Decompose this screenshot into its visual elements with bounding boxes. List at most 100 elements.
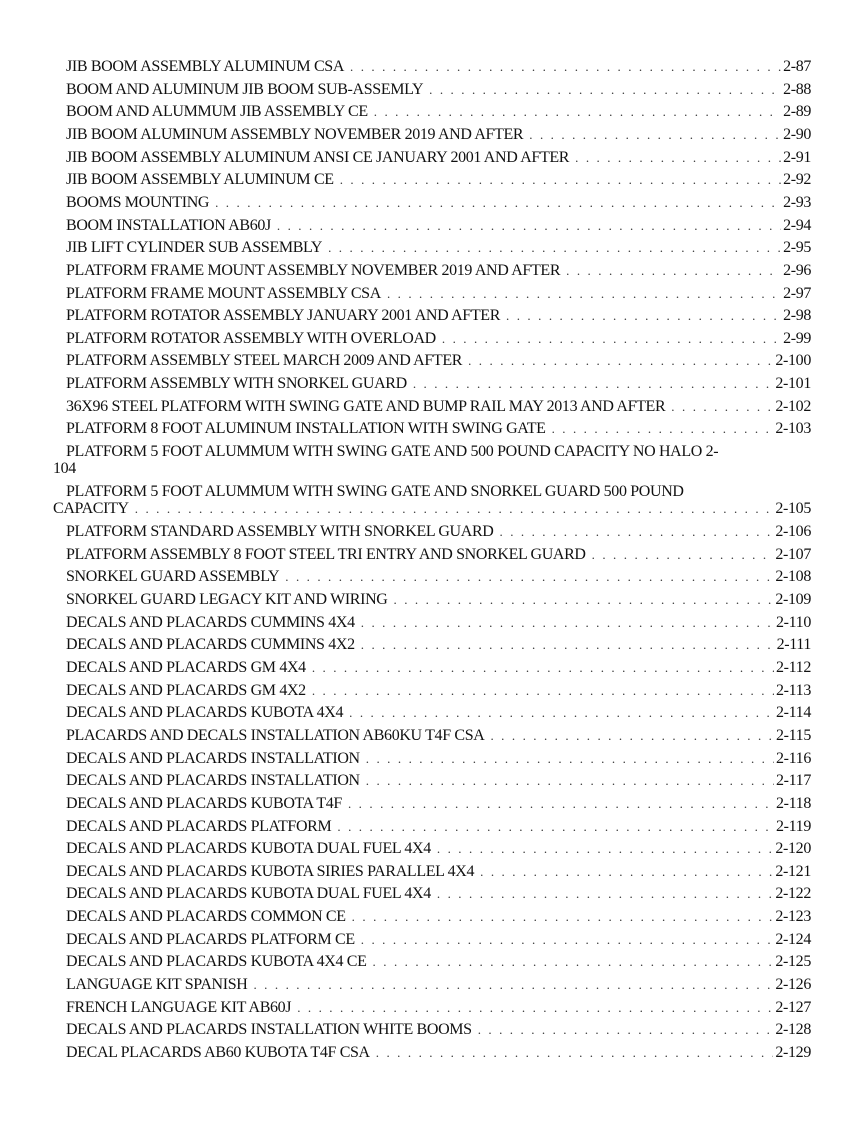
dot-leader: . . . . . . . . . . . . . . . . . . . . … — [499, 524, 774, 540]
page-number: 2-120 — [775, 840, 811, 858]
page-number: 2-101 — [775, 375, 811, 393]
toc-entry[interactable]: PLATFORM 5 FOOT ALUMMUM WITH SWING GATE … — [66, 482, 811, 502]
entry-title: DECALS AND PLACARDS INSTALLATION WHITE B… — [66, 1021, 472, 1039]
entry-title: PLACARDS AND DECALS INSTALLATION AB60KU … — [66, 726, 485, 744]
dot-leader: . . . . . . . . . . . . . . . . . . . . … — [349, 705, 774, 721]
toc-entry[interactable]: SNORKEL GUARD ASSEMBLY . . . . . . . . .… — [66, 567, 811, 587]
toc-entry[interactable]: JIB LIFT CYLINDER SUB ASSEMBLY . . . . .… — [66, 238, 811, 258]
entry-title: PLATFORM FRAME MOUNT ASSEMBLY NOVEMBER 2… — [66, 261, 561, 279]
dot-leader: . . . . . . . . . . . . . . . . . . . . … — [285, 569, 773, 585]
toc-entry[interactable]: LANGUAGE KIT SPANISH . . . . . . . . . .… — [66, 975, 811, 995]
page-number: 2-128 — [775, 1021, 811, 1039]
toc-entry[interactable]: DECALS AND PLACARDS KUBOTA DUAL FUEL 4X4… — [66, 884, 811, 904]
toc-entry-continuation[interactable]: CAPACITY . . . . . . . . . . . . . . . .… — [53, 499, 811, 519]
entry-title: SNORKEL GUARD LEGACY KIT AND WIRING — [66, 591, 388, 608]
page-number: 2-127 — [775, 998, 811, 1016]
entry-title: DECALS AND PLACARDS KUBOTA T4F — [66, 794, 342, 812]
toc-entry[interactable]: JIB BOOM ASSEMBLY ALUMINUM CSA . . . . .… — [66, 57, 811, 77]
toc-entry[interactable]: PLATFORM ASSEMBLY STEEL MARCH 2009 AND A… — [66, 351, 811, 371]
page-number-continuation: 104 — [53, 460, 76, 478]
dot-leader: . . . . . . . . . . . . . . . . . . . . … — [365, 773, 774, 789]
toc-entry[interactable]: FRENCH LANGUAGE KIT AB60J . . . . . . . … — [66, 998, 811, 1018]
page-number: 2-95 — [783, 239, 811, 257]
entry-title: 36X96 STEEL PLATFORM WITH SWING GATE AND… — [66, 397, 666, 415]
toc-entry[interactable]: DECALS AND PLACARDS INSTALLATION WHITE B… — [66, 1020, 811, 1040]
toc-entry[interactable]: DECALS AND PLACARDS KUBOTA T4F . . . . .… — [66, 794, 811, 814]
toc-entry[interactable]: BOOM INSTALLATION AB60J . . . . . . . . … — [66, 216, 811, 236]
dot-leader: . . . . . . . . . . . . . . . . . . . . … — [529, 126, 781, 142]
dot-leader: . . . . . . . . . . . . . . . . . . . . … — [468, 353, 774, 369]
entry-title: PLATFORM 8 FOOT ALUMINUM INSTALLATION WI… — [66, 420, 546, 438]
toc-entry[interactable]: BOOM AND ALUMINUM JIB BOOM SUB-ASSEMLY .… — [66, 80, 811, 100]
toc-entry[interactable]: PLATFORM ROTATOR ASSEMBLY JANUARY 2001 A… — [66, 306, 811, 326]
dot-leader: . . . . . . . . . . . . . . . . . . . . … — [360, 637, 775, 653]
dot-leader: . . . . . . . . . . . . . . . . . . . . … — [328, 240, 781, 256]
page-number: 2-100 — [775, 352, 811, 370]
toc-entry[interactable]: DECALS AND PLACARDS GM 4X2 . . . . . . .… — [66, 681, 811, 701]
toc-entry[interactable]: DECAL PLACARDS AB60 KUBOTA T4F CSA . . .… — [66, 1043, 811, 1063]
entry-title: DECALS AND PLACARDS PLATFORM — [66, 817, 332, 835]
entry-title: PLATFORM STANDARD ASSEMBLY WITH SNORKEL … — [66, 523, 494, 541]
toc-entry[interactable]: PLATFORM 5 FOOT ALUMMUM WITH SWING GATE … — [66, 442, 811, 462]
page-number: 2-117 — [776, 772, 811, 790]
entry-title: SNORKEL GUARD ASSEMBLY — [66, 568, 280, 586]
entry-title: DECALS AND PLACARDS KUBOTA DUAL FUEL 4X4 — [66, 885, 431, 903]
entry-title: DECALS AND PLACARDS COMMON CE — [66, 908, 346, 926]
toc-entry[interactable]: DECALS AND PLACARDS COMMON CE . . . . . … — [66, 907, 811, 927]
dot-leader: . . . . . . . . . . . . . . . . . . . . … — [360, 931, 774, 947]
dot-leader: . . . . . . . . . . . . . . . . . . . . … — [386, 285, 781, 301]
toc-entry[interactable]: PLACARDS AND DECALS INSTALLATION AB60KU … — [66, 726, 811, 746]
toc-entry[interactable]: DECALS AND PLACARDS INSTALLATION . . . .… — [66, 749, 811, 769]
page-number: 2-122 — [775, 885, 811, 903]
toc-entry[interactable]: DECALS AND PLACARDS GM 4X4 . . . . . . .… — [66, 658, 811, 678]
entry-title: FRENCH LANGUAGE KIT AB60J — [66, 998, 292, 1016]
toc-entry[interactable]: PLATFORM FRAME MOUNT ASSEMBLY NOVEMBER 2… — [66, 261, 811, 281]
page-number: 2-105 — [775, 500, 811, 518]
entry-title: DECALS AND PLACARDS GM 4X4 — [66, 658, 306, 676]
entry-title: DECALS AND PLACARDS PLATFORM CE — [66, 930, 355, 948]
toc-entry[interactable]: DECALS AND PLACARDS CUMMINS 4X2 . . . . … — [66, 635, 811, 655]
entry-title: DECALS AND PLACARDS CUMMINS 4X4 — [66, 613, 355, 631]
toc-entry[interactable]: PLATFORM FRAME MOUNT ASSEMBLY CSA . . . … — [66, 284, 811, 304]
page-number: 2-126 — [775, 976, 811, 994]
page-number: 2-108 — [775, 568, 811, 586]
entry-title: JIB BOOM ASSEMBLY ALUMINUM ANSI CE JANUA… — [66, 148, 570, 166]
toc-entry[interactable]: PLATFORM STANDARD ASSEMBLY WITH SNORKEL … — [66, 522, 811, 542]
entry-title: PLATFORM FRAME MOUNT ASSEMBLY CSA — [66, 284, 381, 302]
dot-leader: . . . . . . . . . . . . . . . . . . . . … — [134, 501, 774, 517]
toc-entry[interactable]: PLATFORM ASSEMBLY WITH SNORKEL GUARD . .… — [66, 374, 811, 394]
toc-entry[interactable]: DECALS AND PLACARDS KUBOTA DUAL FUEL 4X4… — [66, 839, 811, 859]
dot-leader: . . . . . . . . . . . . . . . . . . . . … — [373, 104, 781, 120]
toc-entry[interactable]: PLATFORM ROTATOR ASSEMBLY WITH OVERLOAD … — [66, 329, 811, 349]
toc-entry[interactable]: JIB BOOM ASSEMBLY ALUMINUM ANSI CE JANUA… — [66, 148, 811, 168]
page-number: 2-102 — [775, 397, 811, 415]
toc-entry[interactable]: DECALS AND PLACARDS KUBOTA SIRIES PARALL… — [66, 862, 811, 882]
page-number: 2-89 — [783, 103, 811, 121]
toc-entry-continuation[interactable]: 104 — [53, 459, 811, 479]
toc-entry[interactable]: 36X96 STEEL PLATFORM WITH SWING GATE AND… — [66, 397, 811, 417]
entry-title: DECALS AND PLACARDS GM 4X2 — [66, 681, 306, 699]
toc-entry[interactable]: DECALS AND PLACARDS CUMMINS 4X4 . . . . … — [66, 613, 811, 633]
toc-entry[interactable]: DECALS AND PLACARDS KUBOTA 4X4 CE . . . … — [66, 952, 811, 972]
page-number: 2-121 — [775, 862, 811, 880]
toc-entry[interactable]: DECALS AND PLACARDS PLATFORM . . . . . .… — [66, 817, 811, 837]
toc-entry[interactable]: SNORKEL GUARD LEGACY KIT AND WIRING . . … — [66, 590, 811, 610]
dot-leader: . . . . . . . . . . . . . . . . . . . . … — [276, 217, 781, 233]
toc-entry[interactable]: BOOMS MOUNTING . . . . . . . . . . . . .… — [66, 193, 811, 213]
page-number: 2-90 — [783, 125, 811, 143]
entry-title: PLATFORM ROTATOR ASSEMBLY WITH OVERLOAD — [66, 329, 436, 347]
toc-entry[interactable]: JIB BOOM ALUMINUM ASSEMBLY NOVEMBER 2019… — [66, 125, 811, 145]
toc-entry[interactable]: DECALS AND PLACARDS INSTALLATION . . . .… — [66, 771, 811, 791]
dot-leader: . . . . . . . . . . . . . . . . . . . . … — [477, 1022, 774, 1038]
toc-entry[interactable]: PLATFORM 8 FOOT ALUMINUM INSTALLATION WI… — [66, 419, 811, 439]
toc-entry[interactable]: JIB BOOM ASSEMBLY ALUMINUM CE . . . . . … — [66, 170, 811, 190]
entry-title: DECALS AND PLACARDS KUBOTA 4X4 — [66, 704, 344, 722]
dot-leader: . . . . . . . . . . . . . . . . . . . . … — [441, 330, 781, 346]
page-number: 2-93 — [783, 193, 811, 211]
toc-entry[interactable]: BOOM AND ALUMMUM JIB ASSEMBLY CE . . . .… — [66, 102, 811, 122]
entry-title: PLATFORM ASSEMBLY 8 FOOT STEEL TRI ENTRY… — [66, 545, 586, 563]
toc-entry[interactable]: DECALS AND PLACARDS KUBOTA 4X4 . . . . .… — [66, 703, 811, 723]
toc-entry[interactable]: PLATFORM ASSEMBLY 8 FOOT STEEL TRI ENTRY… — [66, 545, 811, 565]
toc-entry[interactable]: DECALS AND PLACARDS PLATFORM CE . . . . … — [66, 930, 811, 950]
page-number: 2-88 — [783, 80, 811, 98]
